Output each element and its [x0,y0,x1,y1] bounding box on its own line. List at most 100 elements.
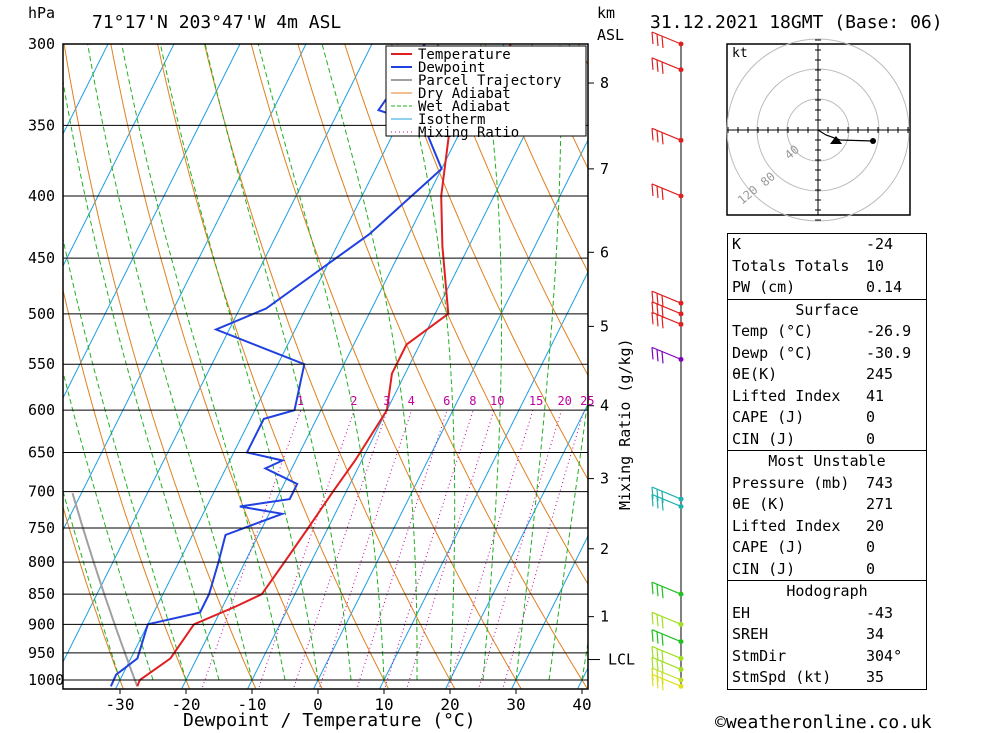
mixing-ratio-label: 10 [490,394,504,408]
wind-barb-feather [661,187,664,201]
isotherm-line [510,534,588,689]
pressure-tick-label: 1000 [28,671,64,689]
mixing-ratio-label: 3 [383,394,390,408]
wind-barb-dot [678,591,684,597]
height-km-label: 1 [600,608,609,626]
wind-barb [651,127,684,145]
height-km-label: 7 [600,160,609,178]
mixing-ratio-line [257,410,355,689]
pressure-tick-label: 400 [28,187,55,205]
height-unit-asl: ASL [597,26,624,44]
surface-cin-value: 0 [866,429,876,448]
mixing-ratio-line [384,410,474,689]
wind-barb-dot [678,666,684,672]
legend-dewpoint: Dewpoint [418,60,485,76]
wind-barb-feather [661,650,664,663]
dry-adiabat-line [297,44,588,689]
tt-label: Totals Totals [732,256,850,275]
height-unit: km [597,4,615,22]
k-value: -24 [866,235,894,253]
mixing-ratio-label: 25 [580,394,594,408]
hodo-storm-motion [830,136,842,144]
pressure-tick-label: 750 [28,519,55,537]
mixing-ratio-line [447,410,534,689]
mixing-ratio-label: 1 [297,394,304,408]
wind-barb-feather [651,612,654,625]
height-km-label: 4 [600,397,609,415]
pressure-tick-label: 550 [28,355,55,373]
wind-barb-feather [656,631,659,644]
mu-pressure-value: 743 [866,473,894,492]
wind-barb-dot [678,677,684,683]
mixing-ratio-axis-label: Mixing Ratio (g/kg) [616,338,634,510]
x-tick-label: -20 [172,695,201,714]
wind-barb-feather [651,657,654,670]
wind-barb-feather [651,494,654,507]
eh-value: -43 [866,603,894,622]
pressure-unit: hPa [28,4,55,22]
wind-barb-dot [678,41,684,47]
mu-pressure-label: Pressure (mb) [732,473,850,492]
wind-barb-feather [651,629,654,642]
mu-thetae-label: θE (K) [732,495,787,513]
wet-adiabat-line [87,44,253,681]
wind-barb-dot [678,321,684,327]
dry-adiabat-line [975,8,1000,706]
wind-barb-feather [656,314,659,327]
wind-barb [651,290,684,308]
stmspd-label: StmSpd (kt) [732,668,832,686]
mu-cin-value: 0 [866,559,876,578]
wind-barb-shaft [651,311,682,325]
mu-li-value: 20 [866,516,885,535]
wind-barb-feather [651,674,654,687]
wind-barb [651,493,684,511]
dewpoint-line [109,44,443,687]
wind-barb-feather [661,633,664,646]
wind-barb-feather [661,586,664,599]
wind-barb-shaft [651,645,682,659]
wind-barb [651,656,684,674]
surface-temp-value: -26.9 [866,322,912,340]
wind-barb-feather [661,351,664,364]
wind-barb-shaft [651,57,682,71]
wind-barb-feather [661,316,664,329]
x-tick-label: 10 [374,695,393,714]
wind-barb-shaft [651,301,682,315]
wind-barb-feather [656,584,659,597]
wind-barb [651,611,684,629]
wind-barb-feather [661,61,664,74]
isotherm-line [444,402,588,689]
wind-barb-feather [656,349,659,362]
k-label: K [732,235,742,253]
hodo-trace [817,129,874,142]
surface-cape-value: 0 [866,408,876,426]
legend-wet-adiabat: Wet Adiabat [418,99,511,115]
height-km-label: 2 [600,540,609,558]
wind-barb [651,581,684,599]
wind-barb [651,645,684,663]
most-unstable-section: Most Unstable Pressure (mb) 743 θE (K) 271… [727,451,927,581]
wind-barb-feather [656,59,659,72]
isotherm-line [63,44,373,664]
legend-parcel: Parcel Trajectory [418,73,561,89]
wind-barb-dot [678,683,684,689]
wind-barb-shaft [651,667,682,681]
wind-barb-feather [661,35,664,49]
x-tick-label: 40 [572,695,591,714]
legend-dry-adiabat: Dry Adiabat [418,86,511,102]
mixing-ratio-line [502,410,585,689]
isotherm-line [63,44,307,532]
legend-mixing-ratio: Mixing Ratio [418,125,519,141]
wet-adiabat-line [63,489,121,681]
wind-barb-feather [656,185,659,199]
eh-label: EH [732,603,751,622]
mu-cape-value: 0 [866,538,876,556]
wind-barb-feather [651,347,654,360]
wind-barb-feather [661,491,664,504]
pressure-tick-label: 600 [28,401,55,419]
dry-adiabat-line [203,44,456,689]
isotherm-line [63,44,241,400]
hodo-end-point [870,138,876,144]
wind-barb-feather [656,676,659,689]
wind-barb-dot [678,496,684,502]
